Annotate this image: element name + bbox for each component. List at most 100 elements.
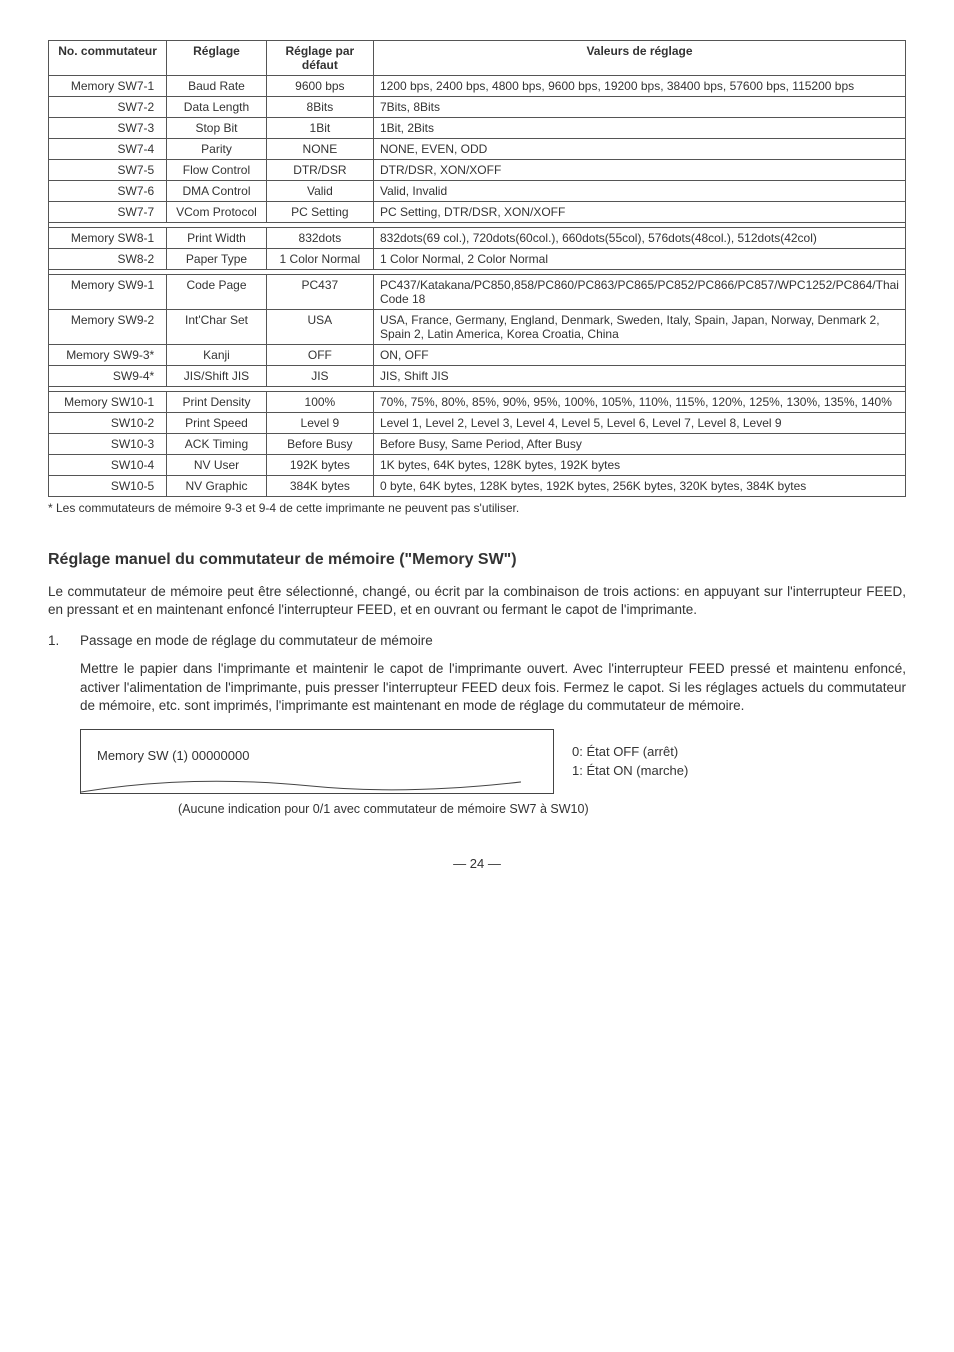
cell-defaut: 192K bytes — [266, 455, 373, 476]
cell-reglage: JIS/Shift JIS — [167, 366, 267, 387]
step-1-number: 1. — [48, 633, 80, 648]
cell-reglage: Flow Control — [167, 160, 267, 181]
step-1-text: Passage en mode de réglage du commutateu… — [80, 633, 433, 648]
callout-row: Memory SW (1) 00000000 0: État OFF (arrê… — [80, 729, 906, 794]
cell-valeurs: PC Setting, DTR/DSR, XON/XOFF — [373, 202, 905, 223]
cell-valeurs: 70%, 75%, 80%, 85%, 90%, 95%, 100%, 105%… — [373, 392, 905, 413]
cell-defaut: DTR/DSR — [266, 160, 373, 181]
cell-reglage: Print Width — [167, 228, 267, 249]
cell-reglage: Parity — [167, 139, 267, 160]
cell-commutateur: Memory SW7-1 — [49, 76, 167, 97]
cell-reglage: VCom Protocol — [167, 202, 267, 223]
cell-defaut: JIS — [266, 366, 373, 387]
cell-commutateur: SW7-2 — [49, 97, 167, 118]
cell-valeurs: Level 1, Level 2, Level 3, Level 4, Leve… — [373, 413, 905, 434]
cell-reglage: Stop Bit — [167, 118, 267, 139]
cell-commutateur: SW10-2 — [49, 413, 167, 434]
cell-reglage: DMA Control — [167, 181, 267, 202]
table-row: SW10-3ACK TimingBefore BusyBefore Busy, … — [49, 434, 906, 455]
cell-defaut: 8Bits — [266, 97, 373, 118]
table-row: SW7-2Data Length8Bits7Bits, 8Bits — [49, 97, 906, 118]
switch-settings-table: No. commutateur Réglage Réglage par défa… — [48, 40, 906, 497]
cell-reglage: Int'Char Set — [167, 310, 267, 345]
cell-defaut: 9600 bps — [266, 76, 373, 97]
intro-paragraph: Le commutateur de mémoire peut être séle… — [48, 583, 906, 619]
cell-commutateur: SW7-7 — [49, 202, 167, 223]
table-row: Memory SW9-1Code PagePC437PC437/Katakana… — [49, 275, 906, 310]
cell-reglage: NV User — [167, 455, 267, 476]
cell-reglage: NV Graphic — [167, 476, 267, 497]
cell-valeurs: NONE, EVEN, ODD — [373, 139, 905, 160]
cell-commutateur: SW10-3 — [49, 434, 167, 455]
cell-defaut: Valid — [266, 181, 373, 202]
cell-defaut: 1Bit — [266, 118, 373, 139]
page-number: — 24 — — [48, 856, 906, 871]
cell-commutateur: SW10-4 — [49, 455, 167, 476]
cell-commutateur: SW9-4* — [49, 366, 167, 387]
paper-tear-icon — [97, 777, 537, 791]
step-1-detail: Mettre le papier dans l'imprimante et ma… — [80, 660, 906, 715]
cell-reglage: Baud Rate — [167, 76, 267, 97]
cell-defaut: PC437 — [266, 275, 373, 310]
table-row: Memory SW9-2Int'Char SetUSAUSA, France, … — [49, 310, 906, 345]
table-row: SW10-5NV Graphic384K bytes0 byte, 64K by… — [49, 476, 906, 497]
cell-commutateur: SW7-4 — [49, 139, 167, 160]
cell-valeurs: 832dots(69 col.), 720dots(60col.), 660do… — [373, 228, 905, 249]
cell-valeurs: JIS, Shift JIS — [373, 366, 905, 387]
cell-reglage: Kanji — [167, 345, 267, 366]
cell-commutateur: SW7-5 — [49, 160, 167, 181]
cell-valeurs: DTR/DSR, XON/XOFF — [373, 160, 905, 181]
cell-commutateur: Memory SW9-2 — [49, 310, 167, 345]
cell-defaut: 1 Color Normal — [266, 249, 373, 270]
memory-sw-box-text: Memory SW (1) 00000000 — [97, 748, 249, 763]
step-1: 1. Passage en mode de réglage du commuta… — [48, 633, 906, 648]
table-row: Memory SW10-1Print Density100%70%, 75%, … — [49, 392, 906, 413]
cell-reglage: Data Length — [167, 97, 267, 118]
cell-valeurs: PC437/Katakana/PC850,858/PC860/PC863/PC8… — [373, 275, 905, 310]
cell-commutateur: SW7-6 — [49, 181, 167, 202]
cell-reglage: Paper Type — [167, 249, 267, 270]
cell-valeurs: ON, OFF — [373, 345, 905, 366]
table-row: SW8-2Paper Type1 Color Normal1 Color Nor… — [49, 249, 906, 270]
cell-defaut: NONE — [266, 139, 373, 160]
cell-commutateur: Memory SW10-1 — [49, 392, 167, 413]
th-valeurs: Valeurs de réglage — [373, 41, 905, 76]
table-row: SW7-6DMA ControlValidValid, Invalid — [49, 181, 906, 202]
table-row: Memory SW9-3*KanjiOFFON, OFF — [49, 345, 906, 366]
cell-valeurs: 1Bit, 2Bits — [373, 118, 905, 139]
cell-commutateur: Memory SW9-1 — [49, 275, 167, 310]
table-row: SW10-4NV User192K bytes1K bytes, 64K byt… — [49, 455, 906, 476]
cell-defaut: Before Busy — [266, 434, 373, 455]
cell-valeurs: 1K bytes, 64K bytes, 128K bytes, 192K by… — [373, 455, 905, 476]
cell-commutateur: Memory SW8-1 — [49, 228, 167, 249]
cell-valeurs: Before Busy, Same Period, After Busy — [373, 434, 905, 455]
cell-defaut: Level 9 — [266, 413, 373, 434]
cell-reglage: Print Speed — [167, 413, 267, 434]
section-heading: Réglage manuel du commutateur de mémoire… — [48, 551, 906, 569]
cell-defaut: PC Setting — [266, 202, 373, 223]
callout-legend: 0: État OFF (arrêt) 1: État ON (marche) — [572, 743, 688, 779]
table-row: SW7-5Flow ControlDTR/DSRDTR/DSR, XON/XOF… — [49, 160, 906, 181]
table-row: SW10-2Print SpeedLevel 9Level 1, Level 2… — [49, 413, 906, 434]
cell-defaut: USA — [266, 310, 373, 345]
table-row: Memory SW7-1Baud Rate9600 bps1200 bps, 2… — [49, 76, 906, 97]
legend-on: 1: État ON (marche) — [572, 762, 688, 780]
cell-defaut: OFF — [266, 345, 373, 366]
cell-valeurs: 1 Color Normal, 2 Color Normal — [373, 249, 905, 270]
cell-defaut: 384K bytes — [266, 476, 373, 497]
table-row: SW9-4*JIS/Shift JISJISJIS, Shift JIS — [49, 366, 906, 387]
cell-valeurs: Valid, Invalid — [373, 181, 905, 202]
cell-reglage: Print Density — [167, 392, 267, 413]
cell-reglage: Code Page — [167, 275, 267, 310]
memory-sw-box: Memory SW (1) 00000000 — [80, 729, 554, 794]
cell-commutateur: SW7-3 — [49, 118, 167, 139]
th-commutateur: No. commutateur — [49, 41, 167, 76]
th-reglage: Réglage — [167, 41, 267, 76]
table-row: Memory SW8-1Print Width832dots832dots(69… — [49, 228, 906, 249]
cell-valeurs: 7Bits, 8Bits — [373, 97, 905, 118]
legend-off: 0: État OFF (arrêt) — [572, 743, 688, 761]
table-row: SW7-7VCom ProtocolPC SettingPC Setting, … — [49, 202, 906, 223]
th-defaut: Réglage par défaut — [266, 41, 373, 76]
cell-valeurs: 1200 bps, 2400 bps, 4800 bps, 9600 bps, … — [373, 76, 905, 97]
callout-note: (Aucune indication pour 0/1 avec commuta… — [178, 802, 906, 816]
